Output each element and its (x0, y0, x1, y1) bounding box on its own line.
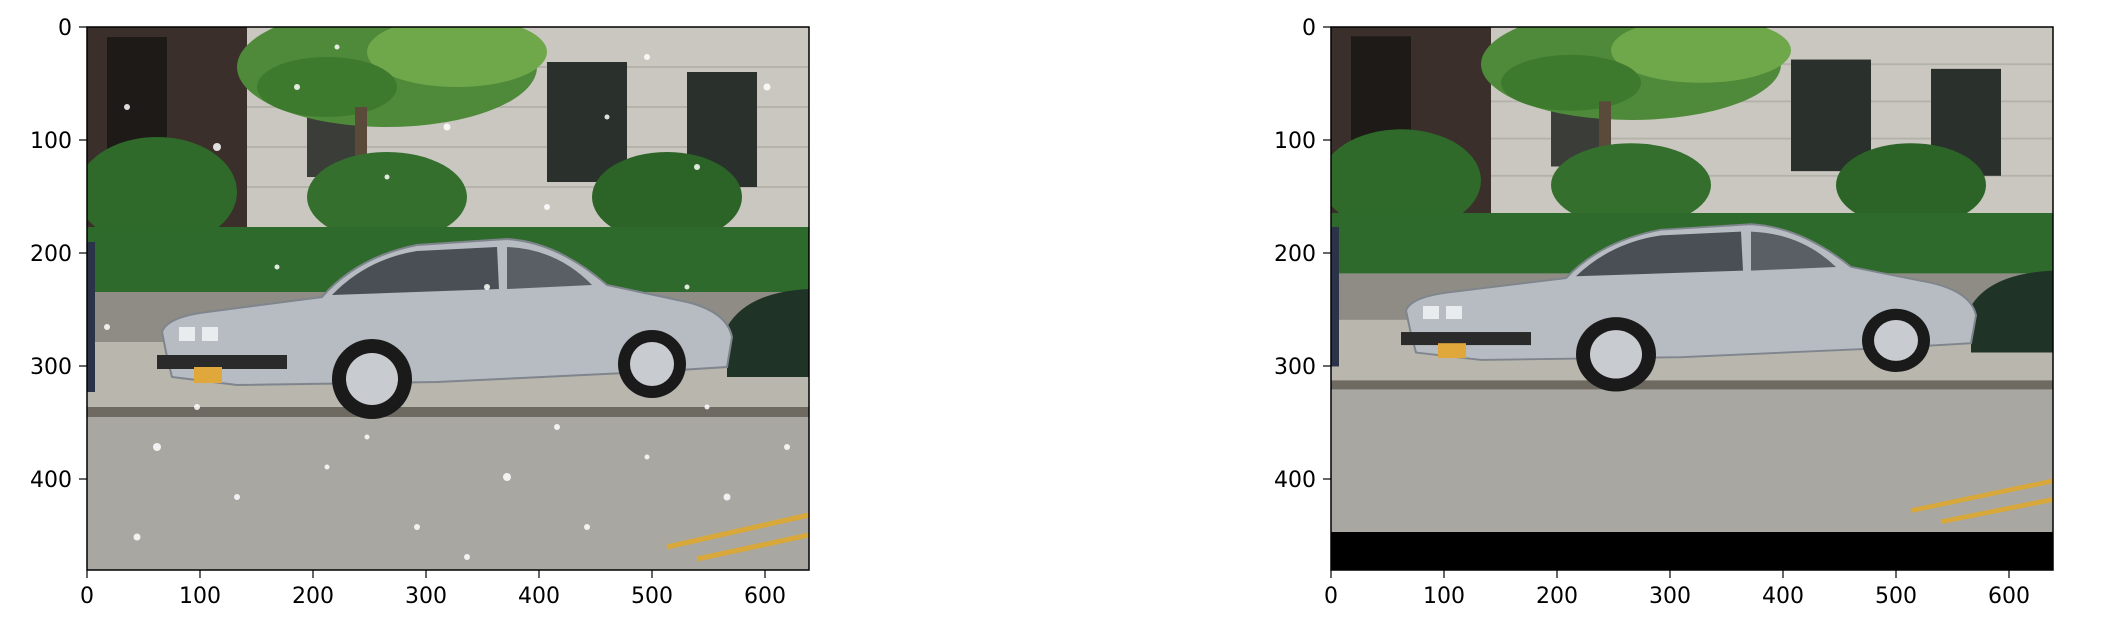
right-xtick-label: 0 (1324, 584, 1338, 609)
letterbox-band (1331, 532, 2053, 570)
left-xtick-label: 0 (80, 584, 94, 609)
right-ytick-label: 200 (1274, 242, 1316, 267)
left-ytick-label: 200 (30, 242, 72, 267)
left-x-ticks (86, 570, 766, 578)
right-y-ticks (1323, 26, 1331, 480)
left-ytick-label: 400 (30, 468, 72, 493)
right-ytick-label: 0 (1302, 16, 1316, 41)
left-ytick-label: 300 (30, 355, 72, 380)
right-x-ticks (1330, 570, 2010, 578)
right-xtick-label: 100 (1423, 584, 1465, 609)
right-xtick-label: 600 (1988, 584, 2030, 609)
right-xtick-label: 300 (1649, 584, 1691, 609)
left-panel: 0 100 200 300 400 500 600 0 100 200 300 … (30, 7, 810, 609)
right-xtick-label: 200 (1536, 584, 1578, 609)
left-xtick-label: 200 (292, 584, 334, 609)
left-ytick-label: 0 (58, 16, 72, 41)
right-image (1331, 8, 2053, 570)
left-image (77, 7, 809, 570)
right-xtick-label: 400 (1762, 584, 1804, 609)
left-xtick-label: 400 (518, 584, 560, 609)
right-ytick-label: 300 (1274, 355, 1316, 380)
left-xtick-label: 100 (179, 584, 221, 609)
left-y-ticks (79, 26, 87, 480)
right-axes-frame (1330, 26, 2054, 571)
left-ytick-label: 100 (30, 129, 72, 154)
left-axes-frame (86, 26, 810, 571)
left-xtick-label: 500 (631, 584, 673, 609)
left-xtick-label: 300 (405, 584, 447, 609)
right-ytick-label: 100 (1274, 129, 1316, 154)
left-xtick-label: 600 (744, 584, 786, 609)
right-panel: 0 100 200 300 400 500 600 0 100 200 300 … (1274, 8, 2054, 609)
right-ytick-label: 400 (1274, 468, 1316, 493)
right-xtick-label: 500 (1875, 584, 1917, 609)
